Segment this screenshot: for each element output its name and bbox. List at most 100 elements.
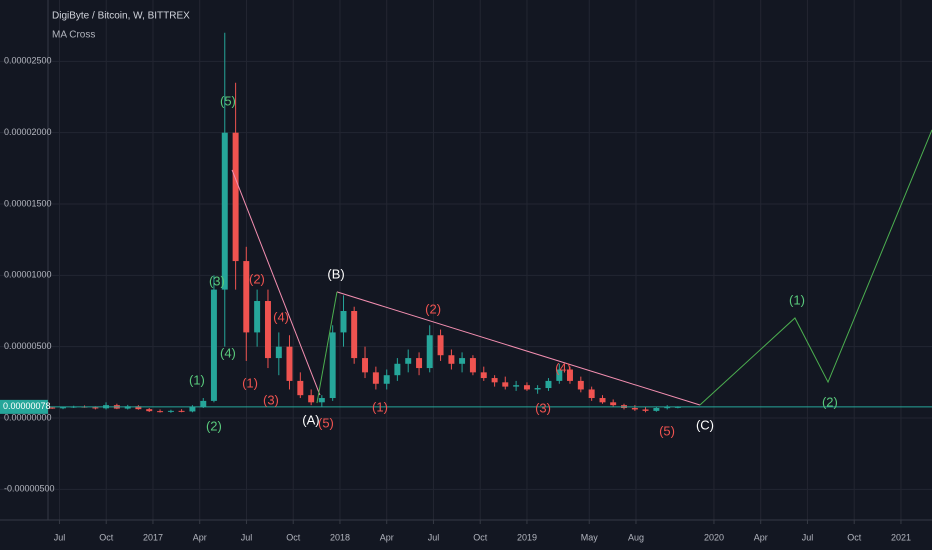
- chart-title: DigiByte / Bitcoin, W, BITTREX: [52, 11, 190, 22]
- candle-body: [416, 358, 423, 369]
- wave-label: (2): [206, 418, 222, 433]
- x-tick-label: Aug: [628, 532, 644, 542]
- candle-body: [308, 395, 315, 403]
- y-tick-label: 0.00000500: [4, 341, 52, 351]
- drawing-line: [699, 129, 932, 406]
- candle-body: [178, 410, 185, 412]
- candle-body: [426, 335, 433, 369]
- candle-body: [135, 406, 142, 410]
- x-tick-label: Jul: [241, 532, 253, 542]
- candle-body: [383, 375, 390, 384]
- candle-body: [329, 332, 336, 399]
- candle-body: [200, 400, 207, 407]
- candle-body: [664, 407, 671, 409]
- candle-body: [286, 346, 293, 381]
- candle-body: [448, 355, 455, 364]
- candle-body: [534, 388, 541, 390]
- candle-body: [189, 406, 196, 412]
- candle-body: [394, 363, 401, 376]
- wave-label: (5): [318, 415, 334, 430]
- indicator-name: MA Cross: [52, 30, 95, 41]
- wave-label: (1): [372, 399, 388, 414]
- drawing-line: [316, 291, 338, 404]
- candle-body: [221, 132, 228, 290]
- candle-body: [318, 398, 325, 403]
- x-tick-label: Oct: [286, 532, 301, 542]
- wave-label: (1): [789, 292, 805, 307]
- candle-body: [405, 358, 412, 364]
- x-tick-label: 2020: [704, 532, 724, 542]
- wave-label: (3): [535, 400, 551, 415]
- wave-label: (5): [220, 93, 236, 108]
- candle-body: [210, 289, 217, 401]
- plot: (5)(3)(4)(1)(2)(2)(4)(1)(3)(A)(5)(B)(1)(…: [0, 32, 932, 438]
- x-tick-label: 2019: [517, 532, 537, 542]
- x-tick-label: Oct: [847, 532, 862, 542]
- candle-body: [243, 261, 250, 333]
- candle-body: [599, 398, 606, 403]
- candle-body: [372, 372, 379, 384]
- wave-label: (5): [659, 423, 675, 438]
- wave-label: (2): [822, 394, 838, 409]
- y-tick-label: 0.00001000: [4, 270, 52, 280]
- candle-body: [469, 358, 476, 373]
- candle-body: [340, 311, 347, 333]
- x-tick-label: Apr: [380, 532, 394, 542]
- candle-body: [588, 389, 595, 399]
- drawing-line: [231, 169, 321, 396]
- candle-body: [362, 358, 369, 373]
- x-tick-label: Jul: [802, 532, 814, 542]
- wave-label: (C): [696, 417, 714, 432]
- candle-body: [297, 380, 304, 396]
- candle-body: [264, 301, 271, 359]
- wave-label: (1): [242, 375, 258, 390]
- wave-label: (3): [209, 273, 225, 288]
- candle-body: [577, 380, 584, 390]
- wave-label: (B): [327, 266, 344, 281]
- candle-body: [232, 132, 239, 262]
- x-tick-label: 2017: [143, 532, 163, 542]
- candle-body: [502, 382, 509, 387]
- x-tick-label: Jul: [428, 532, 440, 542]
- candle-body: [631, 408, 638, 410]
- x-tick-label: Jul: [54, 532, 66, 542]
- grid: [0, 0, 932, 520]
- candle-body: [653, 408, 660, 411]
- wave-label: (4): [555, 360, 571, 375]
- candle-body: [459, 358, 466, 364]
- candle-body: [491, 378, 498, 383]
- y-tick-label: 0.00002000: [4, 127, 52, 137]
- candle-body: [146, 409, 153, 412]
- x-tick-label: 2018: [330, 532, 350, 542]
- x-tick-label: Apr: [193, 532, 207, 542]
- candle-body: [60, 407, 67, 409]
- last-price-label: 0.00000078: [3, 401, 51, 411]
- candle-body: [642, 409, 649, 411]
- y-tick-label: -0.00000500: [4, 484, 55, 494]
- candle-body: [49, 407, 56, 409]
- candle-body: [437, 335, 444, 356]
- wave-label: (3): [263, 392, 279, 407]
- y-tick-label: 0.00002500: [4, 56, 52, 66]
- candle-body: [275, 346, 282, 359]
- last-price-badge: [0, 399, 48, 414]
- wave-label: (2): [425, 301, 441, 316]
- candle-body: [157, 411, 164, 413]
- candle-body: [566, 369, 573, 381]
- wave-label: (4): [220, 345, 236, 360]
- wave-label: (A): [302, 412, 319, 427]
- wave-label: (1): [189, 372, 205, 387]
- drawing-line: [336, 291, 701, 406]
- x-tick-label: Apr: [754, 532, 768, 542]
- candle-body: [480, 372, 487, 379]
- x-tick-label: Oct: [473, 532, 488, 542]
- candle-body: [92, 407, 99, 409]
- y-tick-label: 0.00001500: [4, 198, 52, 208]
- x-tick-label: 2021: [891, 532, 911, 542]
- wave-label: (4): [273, 309, 289, 324]
- candle-body: [610, 402, 617, 406]
- candle-body: [545, 380, 552, 389]
